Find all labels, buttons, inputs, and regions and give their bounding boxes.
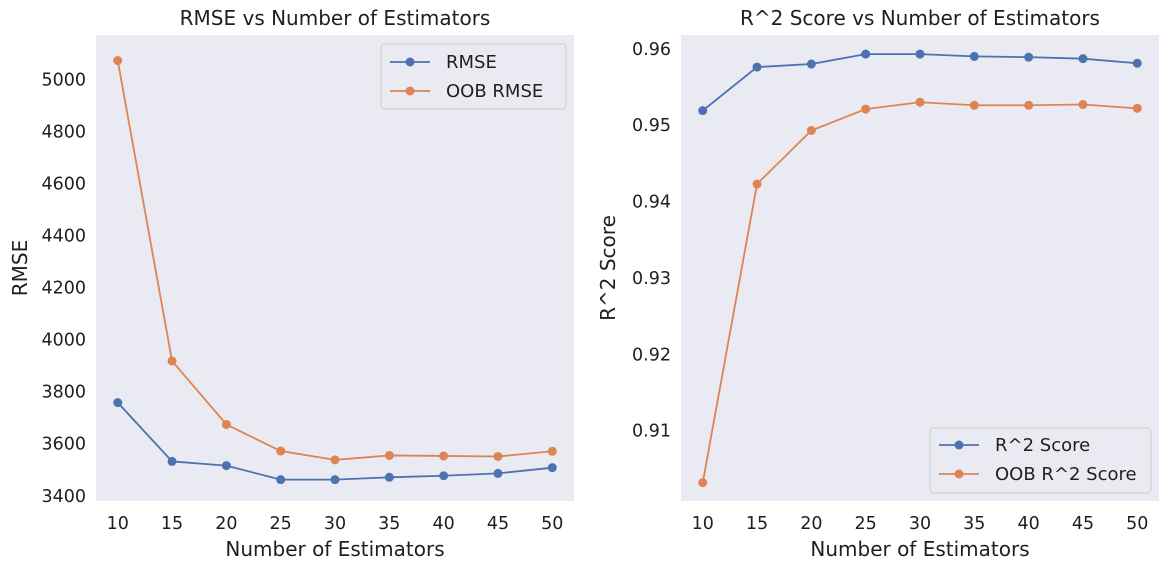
- y-tick-label: 3400: [41, 487, 86, 507]
- x-tick-label: 10: [692, 514, 714, 534]
- x-tick-label: 25: [855, 514, 877, 534]
- data-point-oob-r-2-score: [861, 104, 871, 114]
- series-marks: [113, 56, 557, 485]
- y-tick-label: 4600: [41, 174, 86, 194]
- legend-marker-rmse: [405, 57, 415, 67]
- data-point-r-2-score: [1132, 58, 1142, 68]
- y-axis-label: RMSE: [8, 240, 32, 296]
- data-point-r-2-score: [752, 62, 762, 72]
- data-point-oob-r-2-score: [1132, 103, 1142, 113]
- y-tick-label: 4800: [41, 122, 86, 142]
- data-point-oob-r-2-score: [969, 100, 979, 110]
- data-point-rmse: [493, 468, 503, 478]
- legend-box: [929, 427, 1152, 494]
- x-tick-label: 50: [541, 514, 563, 534]
- x-tick-label: 30: [324, 514, 346, 534]
- series-marks: [698, 49, 1142, 488]
- chart-title: RMSE vs Number of Estimators: [180, 6, 491, 30]
- data-point-oob-rmse: [276, 446, 286, 456]
- data-point-rmse: [276, 475, 286, 485]
- data-point-rmse: [330, 475, 340, 485]
- x-tick-label: 20: [800, 514, 822, 534]
- data-point-oob-rmse: [439, 451, 449, 461]
- plot-area: [681, 35, 1159, 501]
- data-point-oob-r-2-score: [698, 478, 708, 488]
- legend-label-oob-r2: OOB R^2 Score: [995, 464, 1137, 485]
- legend: RMSE OOB RMSE: [380, 43, 567, 110]
- data-point-oob-rmse: [547, 446, 557, 456]
- x-tick-label: 15: [161, 514, 183, 534]
- data-point-oob-rmse: [493, 451, 503, 461]
- x-tick-label: 25: [270, 514, 292, 534]
- x-tick-label: 30: [909, 514, 931, 534]
- data-point-r-2-score: [1024, 52, 1034, 62]
- y-tick-label: 4200: [41, 279, 86, 299]
- data-point-r-2-score: [861, 49, 871, 59]
- y-axis-label: R^2 Score: [596, 215, 620, 321]
- legend-box: [380, 43, 567, 110]
- rmse-chart: RMSE vs Number of Estimators 3400 3600 380…: [8, 6, 574, 561]
- x-axis-label: Number of Estimators: [225, 537, 444, 561]
- data-point-rmse: [384, 472, 394, 482]
- x-tick-label: 40: [432, 514, 454, 534]
- y-tick-label: 3600: [41, 435, 86, 455]
- data-point-rmse: [439, 471, 449, 481]
- x-tick-label: 45: [487, 514, 509, 534]
- legend-marker-r2: [954, 440, 964, 450]
- legend-label-oob-rmse: OOB RMSE: [446, 81, 543, 102]
- legend-marker-oob-rmse: [405, 86, 415, 96]
- x-axis-label: Number of Estimators: [810, 537, 1029, 561]
- y-tick-label: 0.95: [632, 116, 671, 136]
- y-tick-label: 0.94: [632, 193, 671, 213]
- data-point-oob-r-2-score: [752, 179, 762, 189]
- x-tick-label: 10: [107, 514, 129, 534]
- x-tick-label: 40: [1017, 514, 1039, 534]
- y-tick-label: 4400: [41, 226, 86, 246]
- data-point-oob-r-2-score: [806, 125, 816, 135]
- data-point-r-2-score: [806, 59, 816, 69]
- legend-label-rmse: RMSE: [446, 52, 497, 73]
- data-point-rmse: [221, 461, 231, 471]
- x-tick-label: 20: [215, 514, 237, 534]
- data-point-oob-rmse: [221, 419, 231, 429]
- data-point-oob-rmse: [330, 455, 340, 465]
- data-point-rmse: [113, 398, 123, 408]
- x-tick-label: 35: [378, 514, 400, 534]
- data-point-oob-rmse: [113, 56, 123, 66]
- data-point-rmse: [547, 463, 557, 473]
- y-tick-label: 3800: [41, 383, 86, 403]
- data-point-r-2-score: [969, 51, 979, 61]
- plot-area: [96, 35, 574, 501]
- x-tick-labels: 10 15 20 25 30 35 40 45 50: [107, 514, 564, 534]
- r2-score-chart: R^2 Score vs Number of Estimators 0.910.…: [596, 6, 1159, 561]
- data-point-r-2-score: [1078, 54, 1088, 64]
- chart-title: R^2 Score vs Number of Estimators: [740, 6, 1100, 30]
- x-tick-label: 15: [746, 514, 768, 534]
- x-tick-label: 45: [1072, 514, 1094, 534]
- y-tick-labels: 0.91 0.92 0.93 0.94 0.95 0.96: [632, 40, 671, 442]
- data-point-oob-r-2-score: [1024, 100, 1034, 110]
- data-point-oob-r-2-score: [915, 97, 925, 107]
- y-tick-labels: 3400 3600 3800 4000 4200 4400 4600 4800 5000: [41, 70, 86, 507]
- y-tick-label: 0.91: [632, 422, 671, 442]
- data-point-oob-rmse: [167, 356, 177, 366]
- x-tick-label: 35: [963, 514, 985, 534]
- y-tick-label: 0.93: [632, 269, 671, 289]
- data-point-oob-r-2-score: [1078, 100, 1088, 110]
- data-point-r-2-score: [698, 106, 708, 116]
- y-tick-label: 0.92: [632, 345, 671, 365]
- x-tick-label: 50: [1126, 514, 1148, 534]
- legend: R^2 Score OOB R^2 Score: [929, 427, 1152, 494]
- legend-marker-oob-r2: [954, 469, 964, 479]
- data-point-r-2-score: [915, 49, 925, 59]
- y-tick-label: 0.96: [632, 40, 671, 60]
- y-tick-label: 5000: [41, 70, 86, 90]
- x-tick-labels: 10 15 20 25 30 35 40 45 50: [692, 514, 1149, 534]
- legend-label-r2: R^2 Score: [995, 435, 1090, 456]
- data-point-rmse: [167, 456, 177, 466]
- data-point-oob-rmse: [384, 450, 394, 460]
- y-tick-label: 4000: [41, 331, 86, 351]
